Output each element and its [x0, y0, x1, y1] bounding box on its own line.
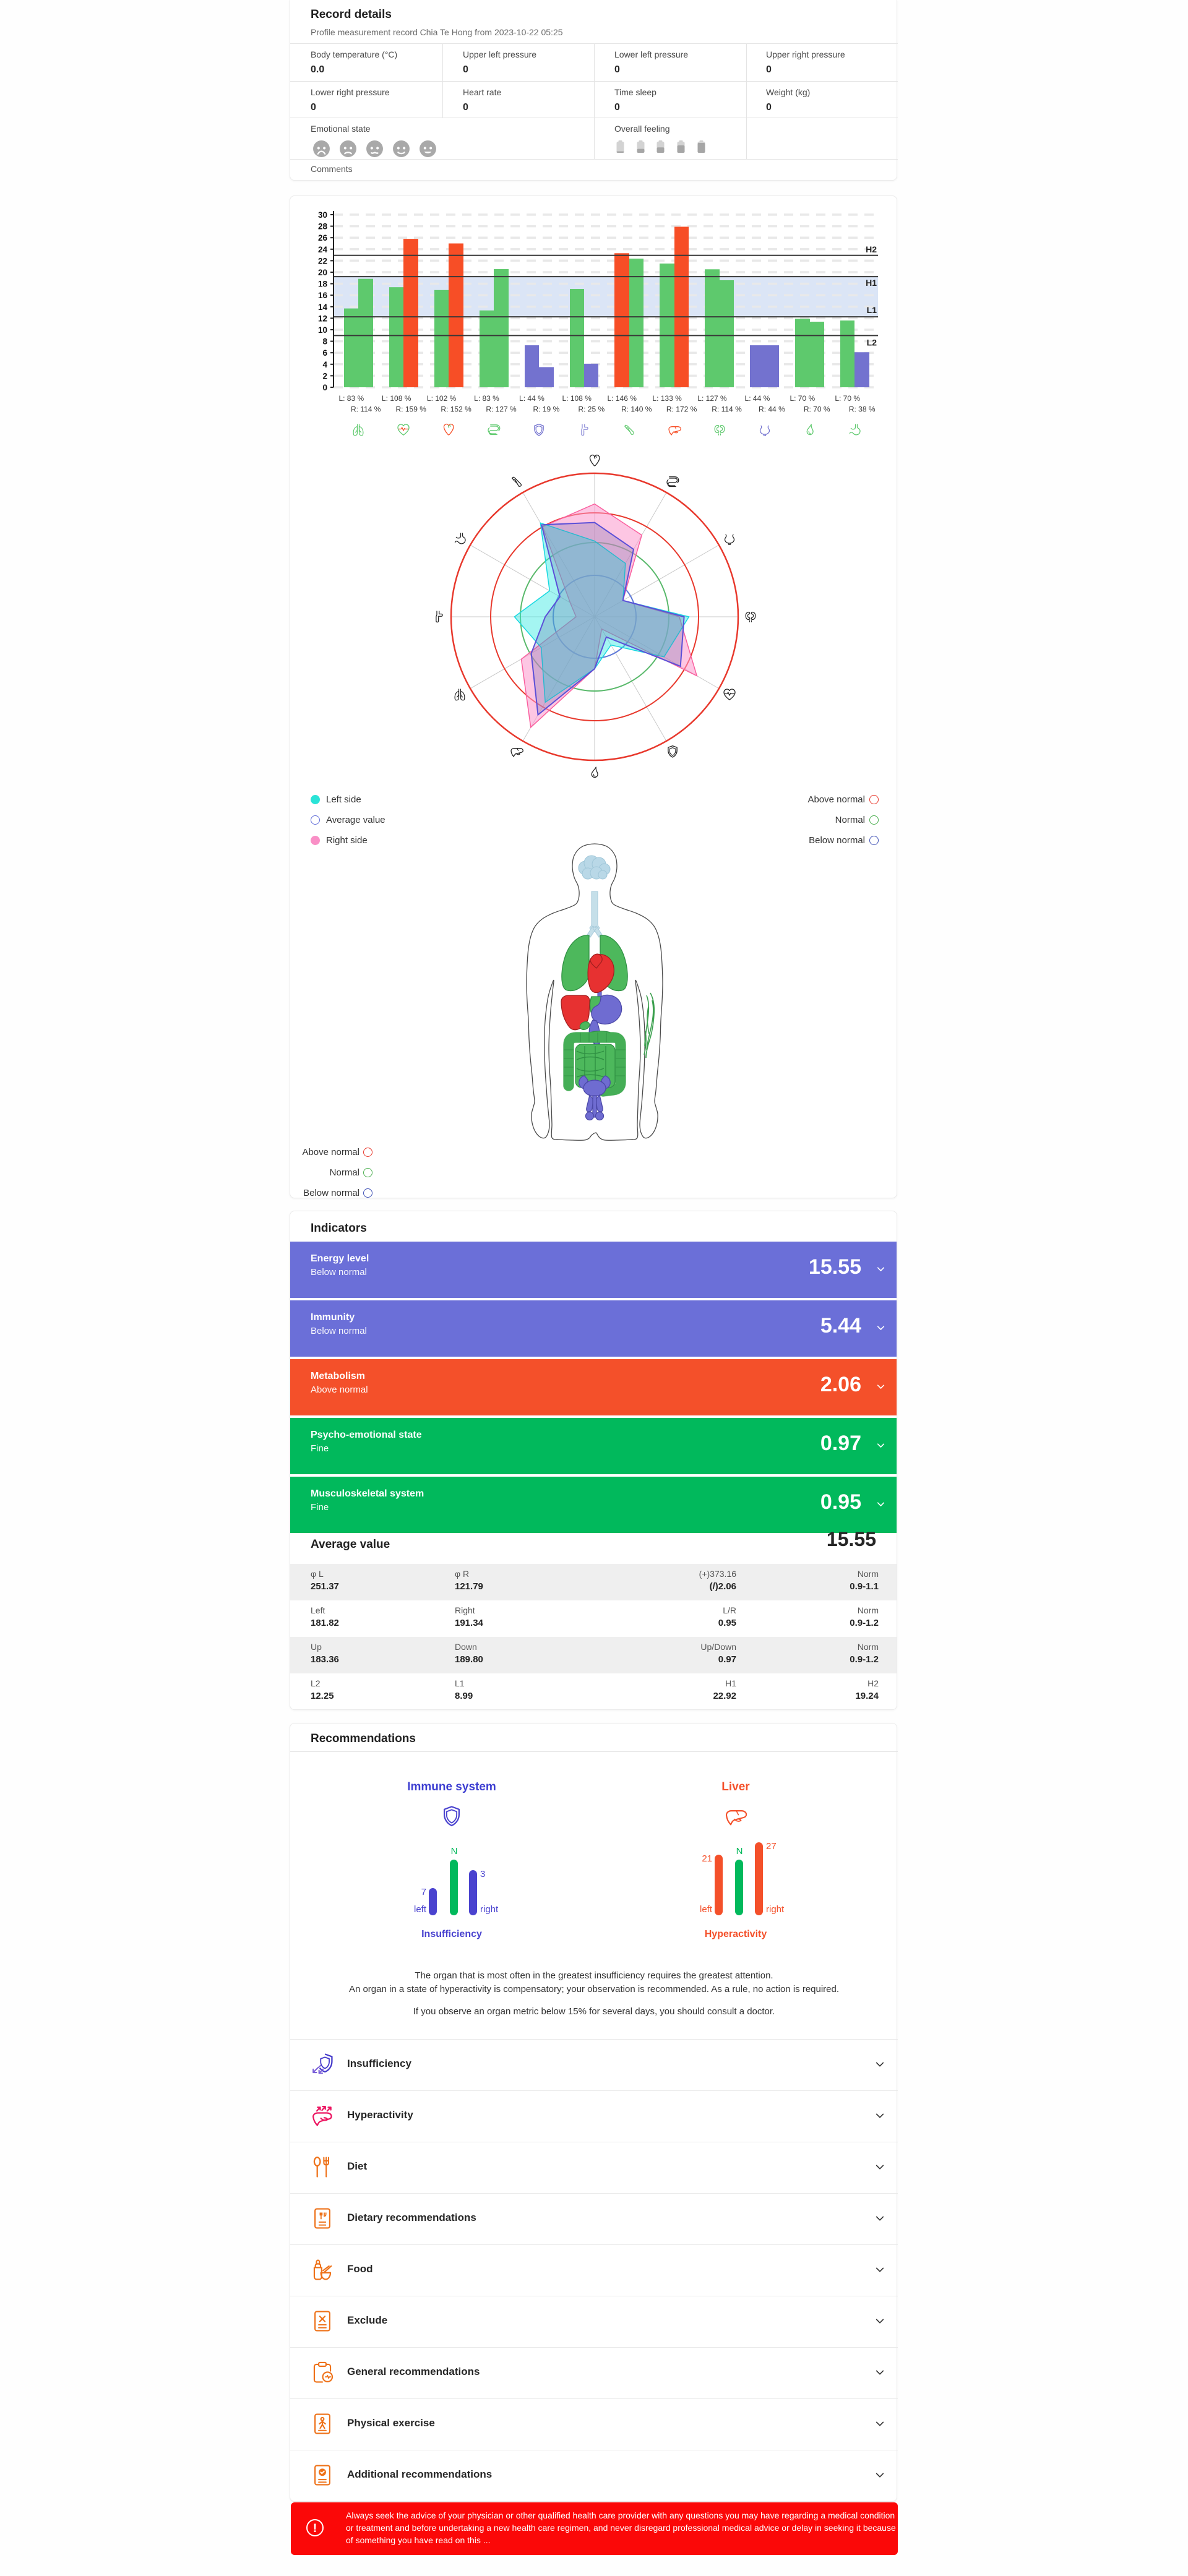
svg-text:0: 0 [322, 383, 327, 392]
svg-text:L: 102 %: L: 102 % [427, 394, 457, 403]
svg-text:R: 38 %: R: 38 % [849, 405, 876, 414]
svg-text:R: 25 %: R: 25 % [578, 405, 605, 414]
svg-text:14: 14 [318, 303, 328, 312]
svg-text:L: 70 %: L: 70 % [835, 394, 860, 403]
svg-text:28: 28 [318, 222, 328, 231]
svg-text:R: 70 %: R: 70 % [804, 405, 830, 414]
svg-text:18: 18 [318, 280, 328, 289]
svg-text:L: 146 %: L: 146 % [608, 394, 637, 403]
svg-text:R: 19 %: R: 19 % [533, 405, 560, 414]
svg-text:16: 16 [318, 291, 328, 300]
svg-text:L: 83 %: L: 83 % [474, 394, 499, 403]
svg-text:4: 4 [322, 360, 327, 369]
svg-text:R: 159 %: R: 159 % [396, 405, 427, 414]
svg-text:L: 44 %: L: 44 % [745, 394, 770, 403]
svg-text:24: 24 [318, 245, 328, 254]
svg-text:L: 44 %: L: 44 % [519, 394, 544, 403]
svg-text:30: 30 [318, 210, 327, 220]
svg-text:R: 140 %: R: 140 % [621, 405, 652, 414]
svg-text:L2: L2 [867, 337, 877, 347]
svg-text:L: 108 %: L: 108 % [562, 394, 592, 403]
svg-text:R: 44 %: R: 44 % [759, 405, 785, 414]
svg-text:8: 8 [322, 337, 327, 346]
svg-text:R: 152 %: R: 152 % [441, 405, 471, 414]
svg-text:22: 22 [318, 256, 327, 265]
svg-text:H2: H2 [866, 244, 877, 254]
svg-text:R: 127 %: R: 127 % [486, 405, 517, 414]
svg-text:R: 114 %: R: 114 % [351, 405, 381, 414]
svg-text:L1: L1 [867, 305, 877, 315]
svg-text:2: 2 [322, 371, 327, 380]
svg-text:H1: H1 [866, 278, 877, 288]
svg-text:R: 114 %: R: 114 % [712, 405, 742, 414]
svg-text:L: 127 %: L: 127 % [697, 394, 727, 403]
svg-text:20: 20 [318, 268, 327, 277]
svg-text:10: 10 [318, 325, 327, 335]
svg-text:26: 26 [318, 233, 328, 243]
svg-text:L: 133 %: L: 133 % [652, 394, 682, 403]
svg-text:L: 108 %: L: 108 % [382, 394, 411, 403]
svg-text:12: 12 [318, 314, 327, 323]
svg-text:R: 172 %: R: 172 % [666, 405, 697, 414]
svg-text:L: 70 %: L: 70 % [790, 394, 815, 403]
svg-text:L: 83 %: L: 83 % [338, 394, 364, 403]
svg-text:6: 6 [322, 348, 327, 358]
